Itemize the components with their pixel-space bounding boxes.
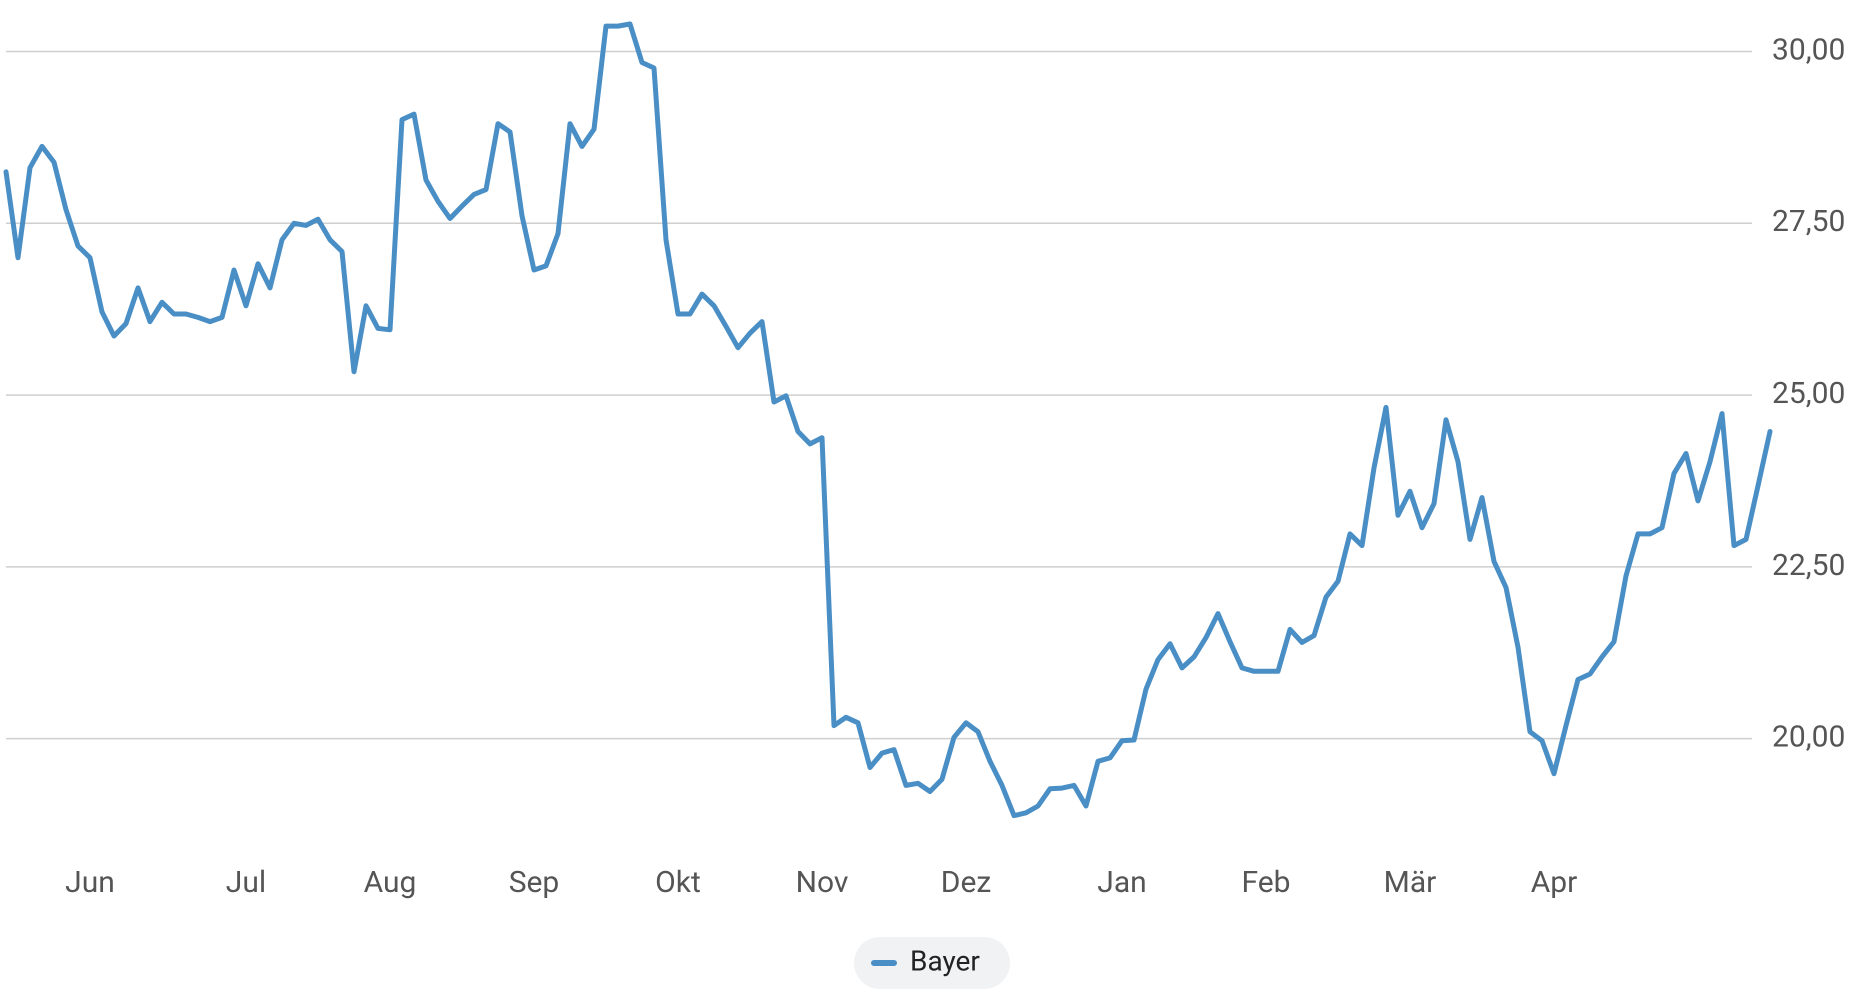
x-tick-label: Okt: [655, 865, 701, 900]
x-tick-label: Sep: [509, 865, 560, 900]
x-tick-label: Jul: [226, 865, 266, 900]
y-tick-label: 20,00: [1772, 720, 1845, 755]
y-tick-label: 22,50: [1772, 548, 1845, 583]
x-tick-label: Mär: [1384, 865, 1437, 900]
x-tick-label: Jan: [1097, 865, 1146, 900]
x-tick-label: Feb: [1241, 865, 1290, 900]
x-tick-label: Apr: [1531, 865, 1578, 900]
price-line: [3, 21, 1773, 819]
x-tick-label: Nov: [796, 865, 849, 900]
x-tick-label: Jun: [65, 865, 115, 900]
legend-label: Bayer: [910, 944, 980, 977]
legend-background: [854, 937, 1010, 989]
x-tick-label: Aug: [364, 865, 417, 900]
y-tick-label: 27,50: [1772, 204, 1845, 239]
y-tick-label: 30,00: [1772, 32, 1845, 67]
y-tick-label: 25,00: [1772, 376, 1845, 411]
x-tick-label: Dez: [941, 865, 991, 900]
